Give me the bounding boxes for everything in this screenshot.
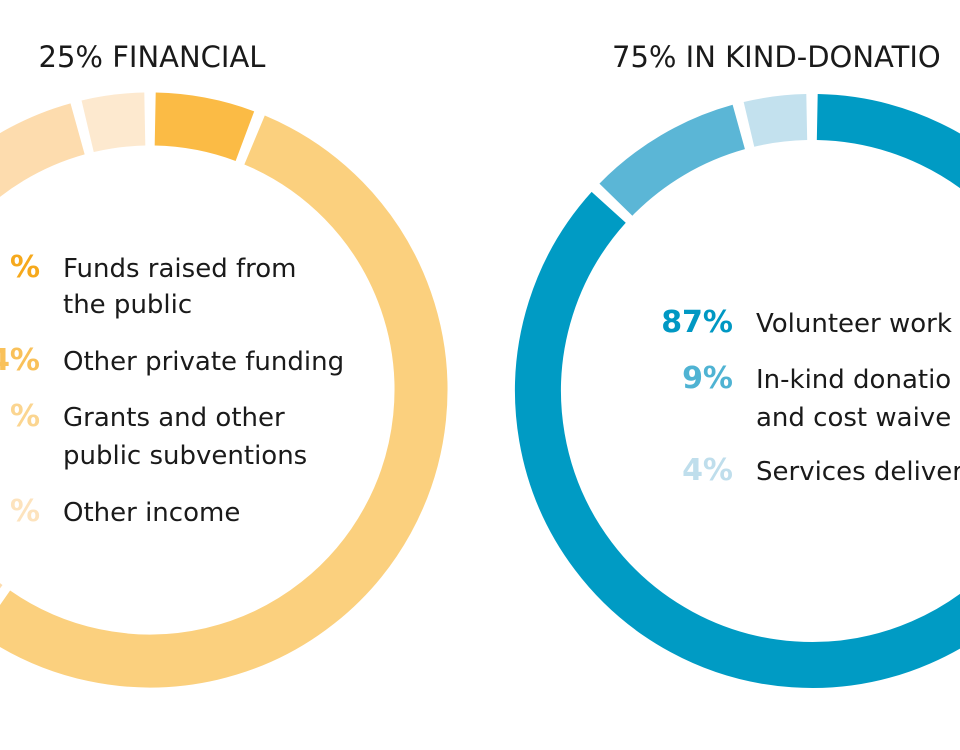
legend-label: Funds raised from xyxy=(63,254,296,284)
legend-label: Services deliver xyxy=(756,457,960,487)
legend-value: 9% xyxy=(682,361,733,396)
legend-label: Other income xyxy=(63,498,240,528)
legend-label: In-kind donatio xyxy=(756,365,951,395)
legend-label: the public xyxy=(63,290,192,320)
legend-label: Other private funding xyxy=(63,347,344,377)
legend-value: % xyxy=(10,399,40,434)
legend-label: public subventions xyxy=(63,441,307,471)
donut-segment xyxy=(515,94,960,688)
legend-value: % xyxy=(10,250,40,285)
legend-value: 4% xyxy=(0,343,40,378)
legend-value: % xyxy=(10,494,40,529)
donut-segment xyxy=(743,94,808,147)
legend-value: 4% xyxy=(682,453,733,488)
donut-segment xyxy=(154,92,255,162)
chart-title: 25% FINANCIAL xyxy=(39,40,266,74)
legend-label: and cost waive xyxy=(756,403,951,433)
legend-value: 87% xyxy=(661,305,733,340)
legend-label: Grants and other xyxy=(63,403,285,433)
donut-segment xyxy=(0,115,448,688)
chart-title: 75% IN KIND-DONATIO xyxy=(612,40,941,74)
legend-label: Volunteer work xyxy=(756,309,952,339)
donut-segment xyxy=(81,92,146,153)
donut-segment xyxy=(599,104,746,216)
